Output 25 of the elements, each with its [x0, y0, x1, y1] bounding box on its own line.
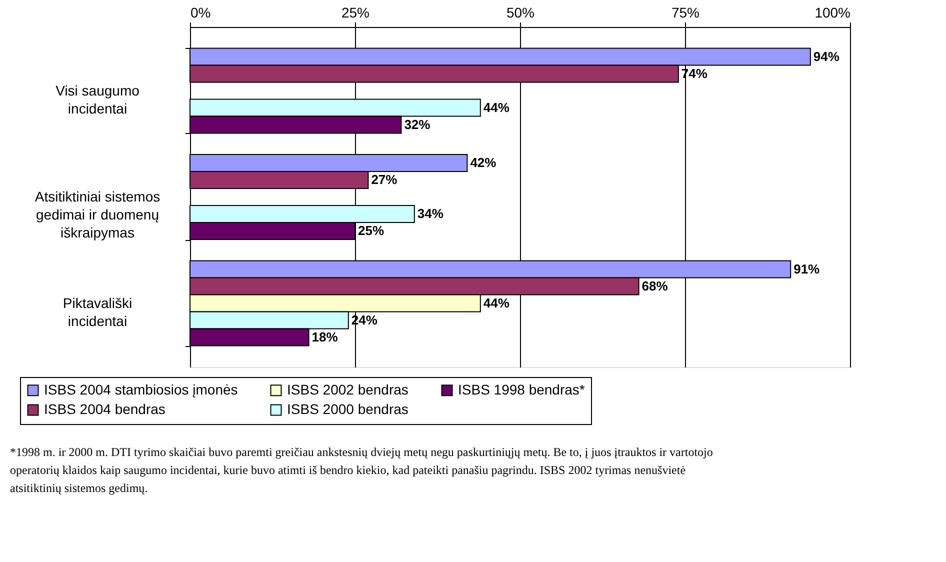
data-label: 94%: [813, 48, 840, 64]
data-label: 34%: [417, 206, 444, 221]
y-tick-label: Piktavališki incidentai: [62, 294, 132, 329]
y-tick-label: Visi saugumo incidentai: [56, 82, 140, 116]
legend-label: ISBS 2004 stambiosios įmonės: [44, 381, 238, 398]
data-label: 44%: [483, 295, 510, 310]
data-label: 18%: [312, 329, 338, 344]
data-label: 25%: [358, 223, 384, 238]
text: *1998 m. ir 2000 m. DTI tyrimo skaičiai buvo paremti greičiau ankstesnių dviejų metų negu paskurtiniųjų metų. Be to, į juos įtrauktos ir vartotojo operatorių klaidos kaip saugumo incidentai, kurie buvo atimti iš bendro kiekio, kad pateikti panašiu pagrindu. ISBS 2002 tyrimas nenušvietė atsitiktinių sistemos gedimų.: [10, 445, 713, 495]
legend-label: ISBS 2000 bendras: [287, 401, 408, 417]
x-tick-label: 100%: [814, 4, 850, 20]
y-tick-label: Atsitiktiniai sistemos gedimai ir duomenų iškraipymas: [34, 188, 160, 240]
data-label: 68%: [642, 278, 668, 294]
x-tick-label: 50%: [506, 4, 535, 20]
legend-label: ISBS 2004 bendras: [44, 401, 166, 417]
data-label: 91%: [794, 261, 820, 276]
legend-label: ISBS 2002 bendras: [287, 381, 408, 398]
data-label: 42%: [470, 155, 497, 170]
data-label: 27%: [371, 172, 398, 187]
data-label: 44%: [483, 100, 510, 115]
data-label: 32%: [404, 116, 431, 132]
x-tick-label: 0%: [190, 4, 211, 20]
legend-label: ISBS 1998 bendras*: [458, 381, 586, 398]
x-tick-label: 75%: [671, 4, 700, 20]
x-tick-label: 25%: [341, 4, 370, 20]
